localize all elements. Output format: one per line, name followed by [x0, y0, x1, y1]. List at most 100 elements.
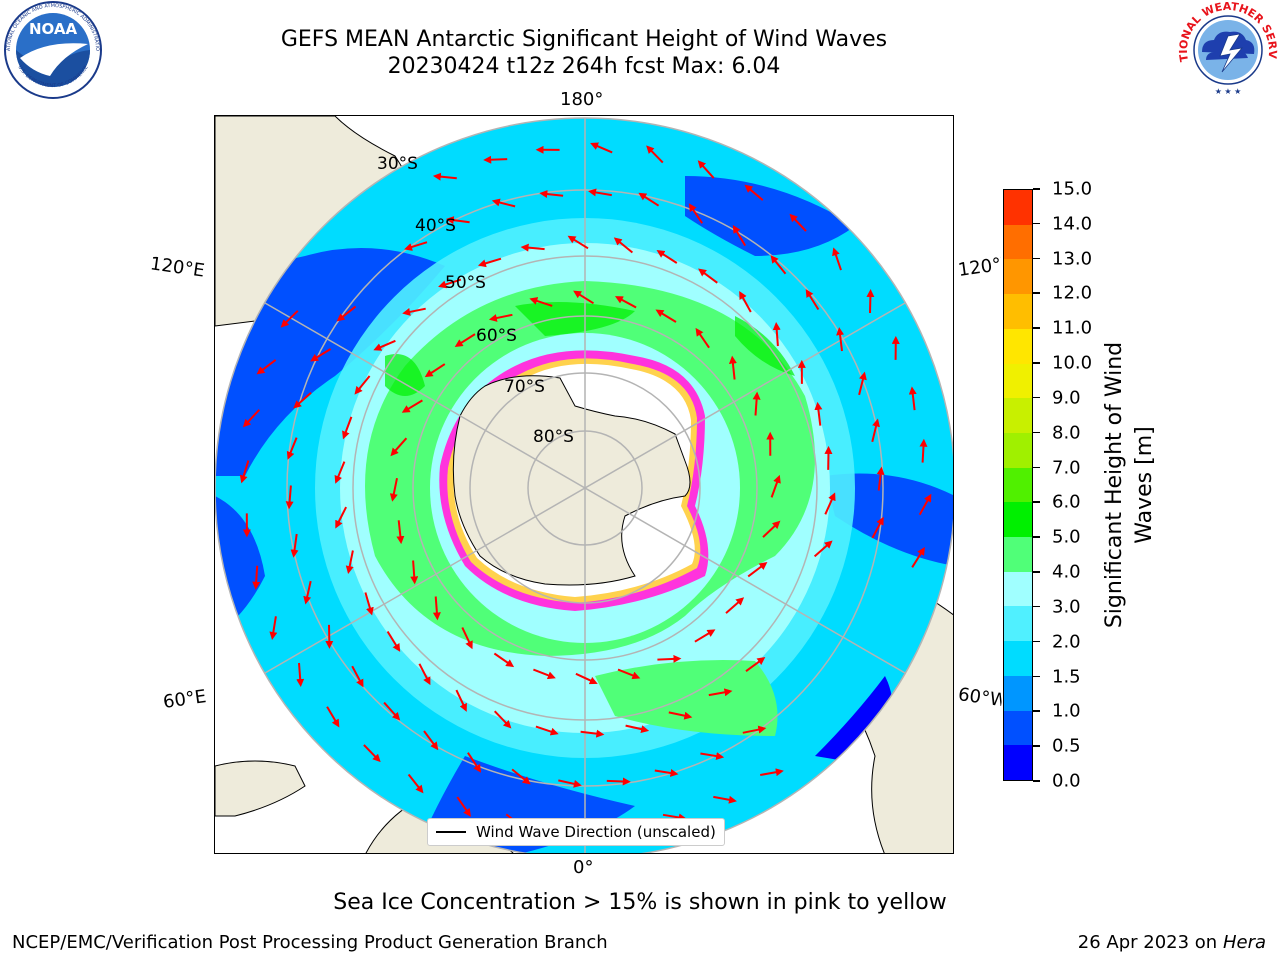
wave-direction-arrow [745, 657, 766, 673]
wave-direction-arrow [483, 155, 508, 164]
wave-direction-arrow [732, 224, 747, 247]
legend-line-swatch [436, 831, 466, 833]
wave-direction-arrow [698, 268, 718, 284]
colorbar-segment [1004, 675, 1032, 711]
footer-date-text: 26 Apr 2023 on [1077, 932, 1223, 953]
wave-direction-arrow [373, 339, 396, 351]
wave-direction-arrow [614, 296, 637, 309]
lon-label-top: 180° [560, 89, 604, 110]
wave-direction-arrow [876, 466, 885, 491]
colorbar-tick-label: 15.0 [1052, 178, 1093, 200]
wave-direction-arrow [911, 547, 925, 568]
wave-direction-arrow [407, 773, 424, 794]
colorbar-tick-label: 11.0 [1052, 317, 1093, 339]
wave-direction-arrow [269, 616, 278, 640]
wave-direction-arrow [700, 752, 725, 761]
wave-direction-arrow [590, 142, 613, 154]
wave-direction-arrow [354, 375, 371, 395]
colorbar-tick [1033, 257, 1040, 260]
legend-label: Wind Wave Direction (unscaled) [476, 823, 716, 841]
colorbar-segment [1004, 432, 1032, 468]
wave-direction-arrow [813, 540, 833, 558]
colorbar-segment [1004, 328, 1032, 364]
colorbar-tick-label: 5.0 [1052, 526, 1081, 548]
wave-direction-arrow [410, 560, 419, 585]
colorbar-title: Significant Height of Wind Waves [m] [1100, 342, 1160, 628]
wave-direction-arrow [695, 327, 710, 349]
wave-direction-arrow [461, 627, 473, 650]
wave-direction-arrow [744, 184, 764, 201]
wave-direction-arrow [836, 327, 845, 352]
wave-direction-arrow [688, 203, 704, 224]
wave-direction-arrow [396, 520, 405, 545]
colorbar-segment [1004, 467, 1032, 503]
wave-direction-arrow [752, 391, 761, 416]
colorbar-title-line1: Significant Height of Wind [1102, 341, 1127, 629]
footer-branch: NCEP/EMC/Verification Post Processing Pr… [12, 932, 608, 953]
colorbar-tick [1033, 536, 1040, 538]
wave-direction-arrow [742, 725, 767, 734]
wave-direction-arrow [580, 729, 605, 738]
wave-direction-arrow [467, 752, 482, 773]
wave-direction-arrow [814, 401, 823, 426]
wave-direction-arrow [342, 416, 353, 440]
colorbar-segment [1004, 571, 1032, 607]
wave-direction-arrow [694, 629, 716, 643]
wave-direction-arrow [655, 309, 677, 323]
colorbar-tick [1033, 640, 1040, 643]
wave-direction-arrow [256, 359, 277, 375]
colorbar-segment [1004, 398, 1032, 433]
wave-direction-arrow [252, 565, 261, 590]
colorbar-tick [1033, 501, 1040, 503]
colorbar-segment [1004, 259, 1032, 295]
colorbar-tick-label: 10.0 [1052, 352, 1093, 374]
wave-direction-arrow [293, 391, 312, 409]
colorbar-tick [1033, 327, 1040, 329]
wave-direction-arrow [242, 409, 261, 428]
wave-direction-arrow [445, 216, 470, 225]
colorbar-segment [1004, 537, 1032, 572]
colorbar-tick-label: 6.0 [1052, 491, 1081, 513]
colorbar-tick [1033, 571, 1040, 573]
colorbar-segment [1004, 224, 1032, 260]
wave-direction-arrow [335, 506, 347, 529]
colorbar-tick [1033, 710, 1040, 712]
colorbar-segment [1004, 606, 1032, 642]
colorbar-tick [1033, 675, 1040, 678]
wave-direction-arrow [326, 706, 340, 728]
colorbar-tick [1033, 745, 1040, 747]
lat-label: 80°S [533, 427, 574, 447]
colorbar-tick-label: 1.0 [1052, 700, 1081, 722]
wave-direction-arrow [336, 305, 357, 322]
wave-direction-arrow [401, 399, 423, 413]
wave-direction-arrow [770, 474, 781, 498]
wave-direction-arrow [588, 188, 612, 197]
wave-direction-arrow [533, 668, 556, 680]
wave-direction-arrow [455, 689, 467, 712]
colorbar-tick [1033, 466, 1040, 469]
wave-direction-arrow [390, 437, 408, 457]
latitude-labels: 30°S 40°S 50°S 60°S 70°S 80°S [377, 154, 574, 447]
wave-direction-arrow [296, 662, 305, 687]
wave-direction-arrow [558, 779, 582, 788]
wave-direction-arrow [402, 307, 426, 316]
footer-date: 26 Apr 2023 on Hera [1078, 932, 1266, 953]
lon-label-bottom: 0° [573, 857, 594, 878]
wave-direction-arrow [638, 192, 660, 207]
wave-direction-arrow [575, 672, 598, 685]
lon-label-lower-left: 60°E [161, 686, 208, 713]
wave-direction-arrow [908, 386, 917, 411]
wave-direction-arrow [789, 213, 807, 232]
wave-direction-arrow [423, 730, 439, 751]
wave-direction-arrow [334, 461, 346, 484]
colorbar-tick [1033, 396, 1040, 399]
colorbar-segment [1004, 363, 1032, 399]
wave-direction-arrow [613, 237, 634, 254]
wave-direction-arrow [725, 597, 745, 614]
wave-direction-arrow [625, 724, 650, 734]
wave-direction-arrow [668, 711, 693, 720]
chart-title: GEFS MEAN Antarctic Significant Height o… [280, 27, 888, 52]
footer-host: Hera [1222, 932, 1266, 953]
wave-direction-arrow [363, 744, 381, 763]
colorbar-tick-label: 1.5 [1052, 666, 1081, 688]
